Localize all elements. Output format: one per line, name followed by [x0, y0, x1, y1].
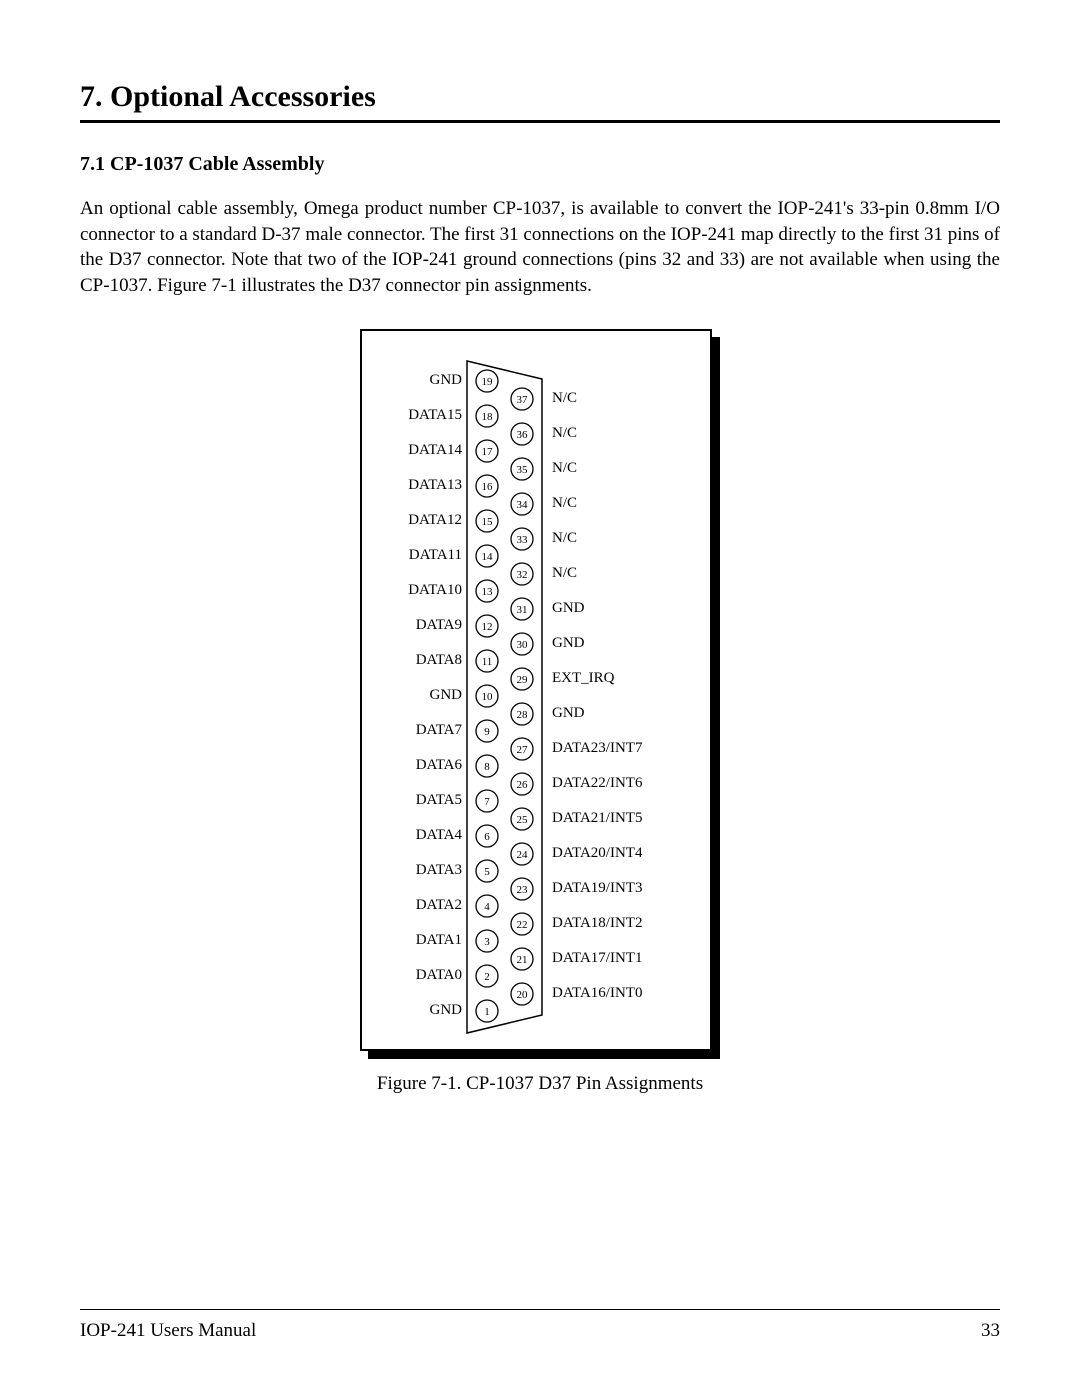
svg-text:3: 3 [484, 936, 490, 948]
pin-label: N/C [552, 495, 577, 512]
svg-text:26: 26 [517, 779, 529, 791]
svg-text:7: 7 [484, 796, 490, 808]
pin-label: DATA8 [416, 652, 462, 669]
pin-label: DATA1 [416, 932, 462, 949]
svg-text:16: 16 [482, 481, 494, 493]
svg-text:36: 36 [517, 429, 529, 441]
svg-text:1: 1 [484, 1006, 490, 1018]
pin-label: GND [552, 635, 585, 652]
svg-text:23: 23 [517, 884, 529, 896]
pin-label: DATA13 [408, 477, 462, 494]
pin-label: N/C [552, 565, 577, 582]
pin-label: DATA10 [408, 582, 462, 599]
pin-label: DATA7 [416, 722, 462, 739]
svg-text:25: 25 [517, 814, 529, 826]
pin-label: DATA22/INT6 [552, 775, 642, 792]
svg-text:34: 34 [517, 499, 529, 511]
pin-label: DATA12 [408, 512, 462, 529]
pin-label: N/C [552, 425, 577, 442]
figure: 1918171615141312111098765432137363534333… [360, 329, 720, 1095]
pin-label: DATA9 [416, 617, 462, 634]
pin-label: DATA20/INT4 [552, 845, 642, 862]
footer-right: 33 [981, 1320, 1000, 1342]
pin-label: DATA6 [416, 757, 462, 774]
pin-label: GND [552, 705, 585, 722]
pin-label: DATA4 [416, 827, 462, 844]
svg-text:35: 35 [517, 464, 529, 476]
svg-text:19: 19 [482, 376, 494, 388]
svg-text:13: 13 [482, 586, 494, 598]
svg-text:2: 2 [484, 971, 490, 983]
chapter-title: 7. Optional Accessories [80, 80, 1000, 123]
svg-text:17: 17 [482, 446, 494, 458]
figure-caption: Figure 7-1. CP-1037 D37 Pin Assignments [360, 1073, 720, 1095]
pin-label: DATA16/INT0 [552, 985, 642, 1002]
pin-label: GND [430, 687, 463, 704]
diagram-box: 1918171615141312111098765432137363534333… [360, 329, 712, 1051]
pin-label: N/C [552, 530, 577, 547]
svg-text:20: 20 [517, 989, 529, 1001]
svg-text:5: 5 [484, 866, 490, 878]
pin-label: GND [430, 1002, 463, 1019]
pin-label: EXT_IRQ [552, 670, 615, 687]
svg-text:4: 4 [484, 901, 490, 913]
pin-label: GND [552, 600, 585, 617]
svg-text:24: 24 [517, 849, 529, 861]
pin-label: DATA23/INT7 [552, 740, 642, 757]
page-footer: IOP-241 Users Manual 33 [80, 1309, 1000, 1342]
svg-text:15: 15 [482, 516, 494, 528]
pin-label: DATA0 [416, 967, 462, 984]
svg-text:27: 27 [517, 744, 529, 756]
svg-text:14: 14 [482, 551, 494, 563]
svg-text:22: 22 [517, 919, 528, 931]
svg-text:33: 33 [517, 534, 529, 546]
body-paragraph: An optional cable assembly, Omega produc… [80, 196, 1000, 299]
svg-text:6: 6 [484, 831, 490, 843]
pin-label: DATA17/INT1 [552, 950, 642, 967]
svg-text:37: 37 [517, 394, 529, 406]
svg-text:8: 8 [484, 761, 490, 773]
page: 7. Optional Accessories 7.1 CP-1037 Cabl… [0, 0, 1080, 1397]
connector-diagram: 1918171615141312111098765432137363534333… [360, 329, 720, 1059]
svg-text:9: 9 [484, 726, 490, 738]
pin-label: DATA5 [416, 792, 462, 809]
pin-label: DATA11 [409, 547, 462, 564]
svg-text:10: 10 [482, 691, 494, 703]
section-title: 7.1 CP-1037 Cable Assembly [80, 153, 1000, 176]
pin-label: DATA21/INT5 [552, 810, 642, 827]
svg-text:12: 12 [482, 621, 493, 633]
pin-label: DATA14 [408, 442, 462, 459]
svg-text:31: 31 [517, 604, 528, 616]
pin-label: DATA15 [408, 407, 462, 424]
svg-text:11: 11 [482, 656, 493, 668]
pin-label: DATA19/INT3 [552, 880, 642, 897]
footer-left: IOP-241 Users Manual [80, 1320, 256, 1342]
svg-text:28: 28 [517, 709, 529, 721]
pin-label: N/C [552, 460, 577, 477]
pin-label: DATA18/INT2 [552, 915, 642, 932]
svg-text:29: 29 [517, 674, 529, 686]
pin-label: DATA2 [416, 897, 462, 914]
svg-text:21: 21 [517, 954, 528, 966]
pin-label: DATA3 [416, 862, 462, 879]
svg-text:30: 30 [517, 639, 529, 651]
svg-text:32: 32 [517, 569, 528, 581]
pin-label: N/C [552, 390, 577, 407]
svg-text:18: 18 [482, 411, 494, 423]
pin-label: GND [430, 372, 463, 389]
